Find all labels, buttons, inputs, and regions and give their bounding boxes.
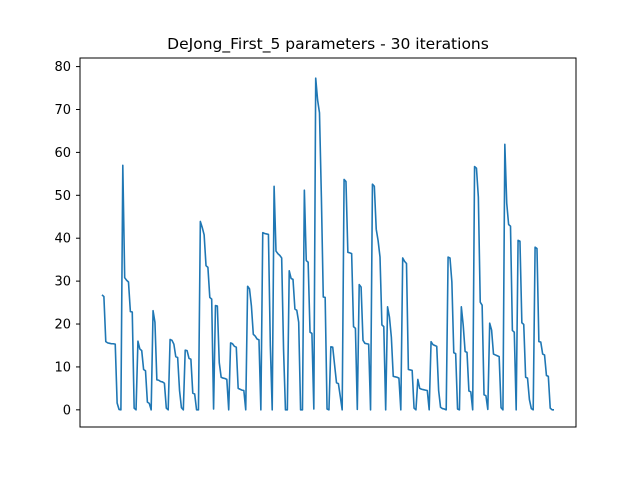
series-line (101, 77, 554, 411)
y-tick-label: 60 (54, 146, 71, 161)
y-axis: 0 10 20 30 40 50 60 70 80 (54, 60, 80, 418)
y-tick-label: 30 (54, 275, 71, 290)
y-tick-label: 40 (54, 232, 71, 247)
y-tick-label: 50 (54, 189, 71, 204)
series-layer (101, 77, 554, 411)
y-tick-label: 20 (54, 318, 71, 333)
y-tick-label: 70 (54, 103, 71, 118)
y-tick-label: 0 (63, 403, 71, 418)
plot-frame (79, 57, 577, 428)
chart-title: DeJong_First_5 parameters - 30 iteration… (167, 35, 489, 54)
y-tick-label: 80 (54, 60, 71, 75)
y-tick-label: 10 (54, 360, 71, 375)
